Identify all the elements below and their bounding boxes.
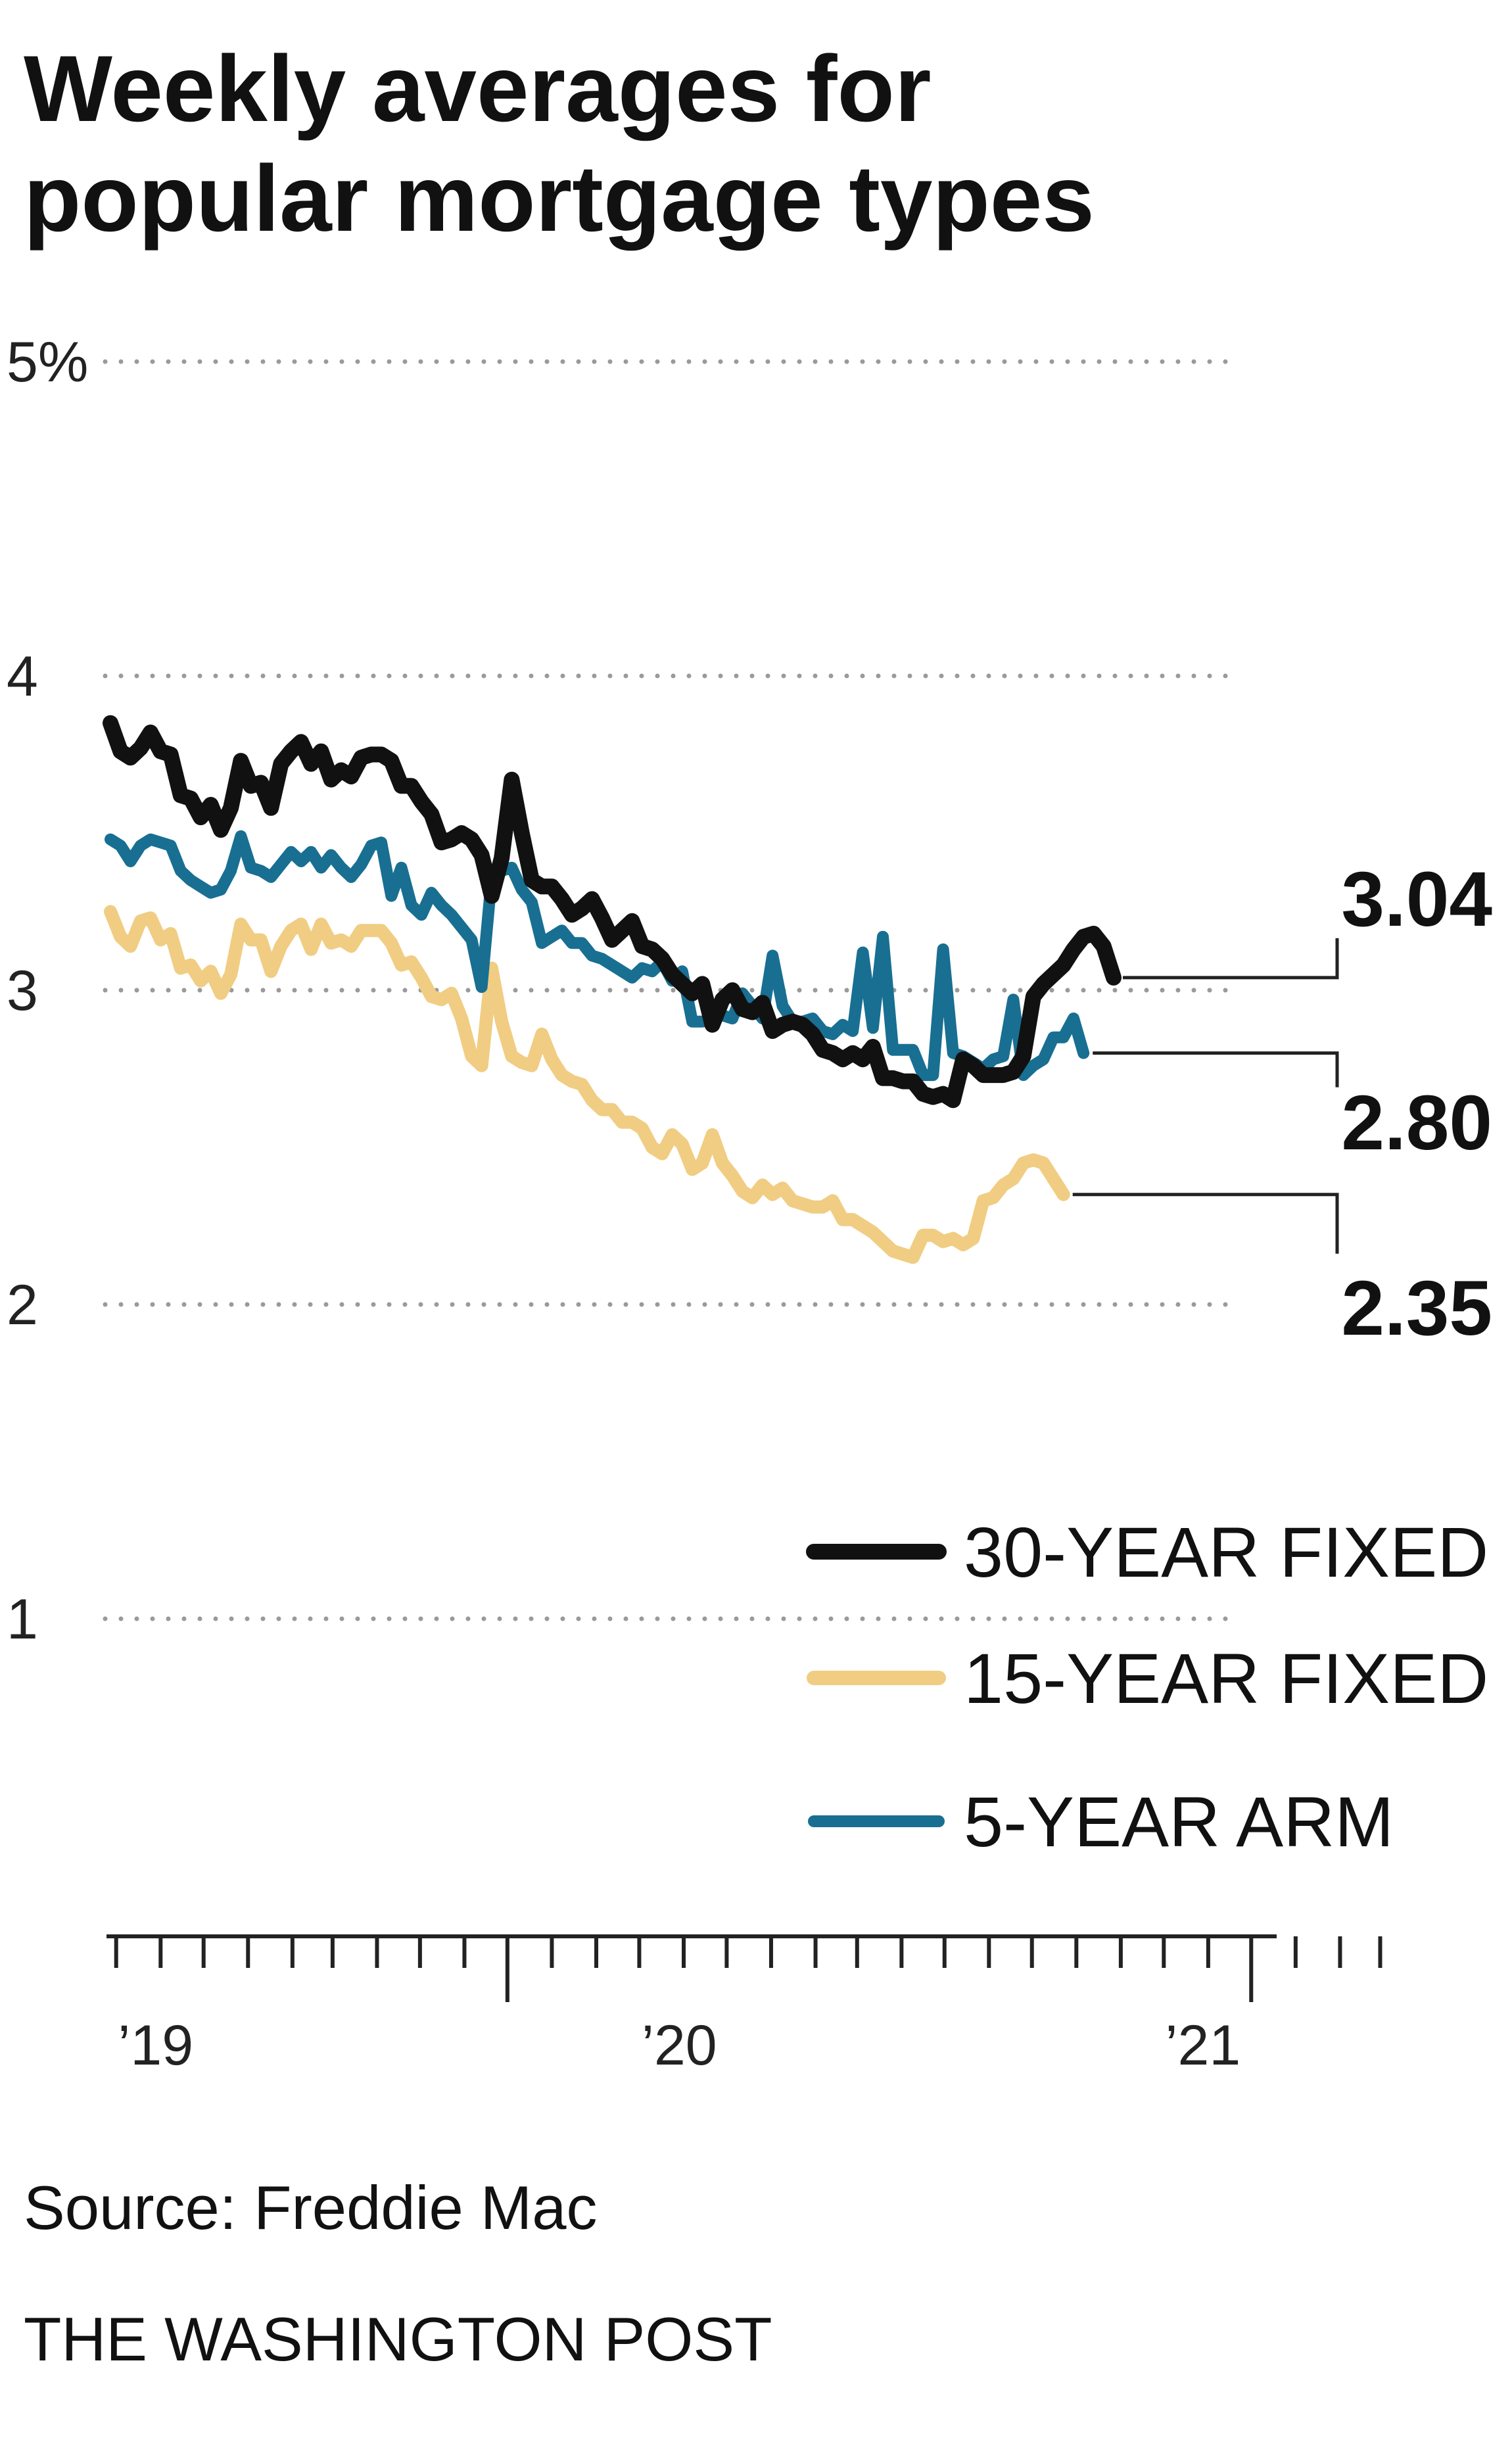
end-value-15-year: 2.35 (1341, 1265, 1492, 1352)
gridlines (103, 359, 1232, 1621)
legend-label-30-year-fixed: 30-YEAR FIXED (964, 1512, 1488, 1592)
x-tick-label: ’19 (118, 2014, 193, 2077)
y-tick-label: 2 (7, 1274, 38, 1337)
x-tick-label: ’21 (1165, 2014, 1240, 2077)
source-note: Source: Freddie Mac (24, 2173, 597, 2242)
chart-title-line-1: Weekly averages for (24, 37, 932, 141)
series-line-5-year-arm (105, 830, 1090, 1082)
publisher-credit: THE WASHINGTON POST (24, 2305, 772, 2374)
series-lines (103, 715, 1122, 1264)
callout-connector-15-year (1072, 1193, 1339, 1254)
x-tick-label: ’20 (642, 2014, 717, 2077)
end-value-callouts: 3.04 2.80 2.35 (1072, 856, 1492, 1352)
y-tick-label: 4 (7, 645, 38, 708)
end-value-5-year-arm: 2.80 (1341, 1080, 1492, 1166)
series-line-15-year-fixed (104, 905, 1070, 1264)
end-value-30-year: 3.04 (1341, 856, 1492, 943)
y-tick-label: 5% (7, 331, 88, 394)
y-tick-label: 1 (7, 1588, 38, 1651)
x-axis: ’19 ’20 ’21 (106, 1934, 1382, 2077)
legend: 30-YEAR FIXED 15-YEAR FIXED 5-YEAR ARM (806, 1512, 1488, 1861)
legend-label-5-year-arm: 5-YEAR ARM (964, 1782, 1394, 1861)
callout-connector-30-year (1123, 938, 1339, 980)
series-line-30-year-fixed (103, 715, 1122, 1109)
chart-title: Weekly averages for popular mortgage typ… (24, 37, 1095, 251)
chart-title-line-2: popular mortgage types (24, 147, 1095, 251)
y-axis-ticks: 5% 4 3 2 1 (7, 331, 88, 1651)
y-tick-label: 3 (7, 959, 38, 1022)
callout-connector-5-year-arm (1093, 1051, 1339, 1088)
legend-label-15-year-fixed: 15-YEAR FIXED (964, 1638, 1488, 1718)
